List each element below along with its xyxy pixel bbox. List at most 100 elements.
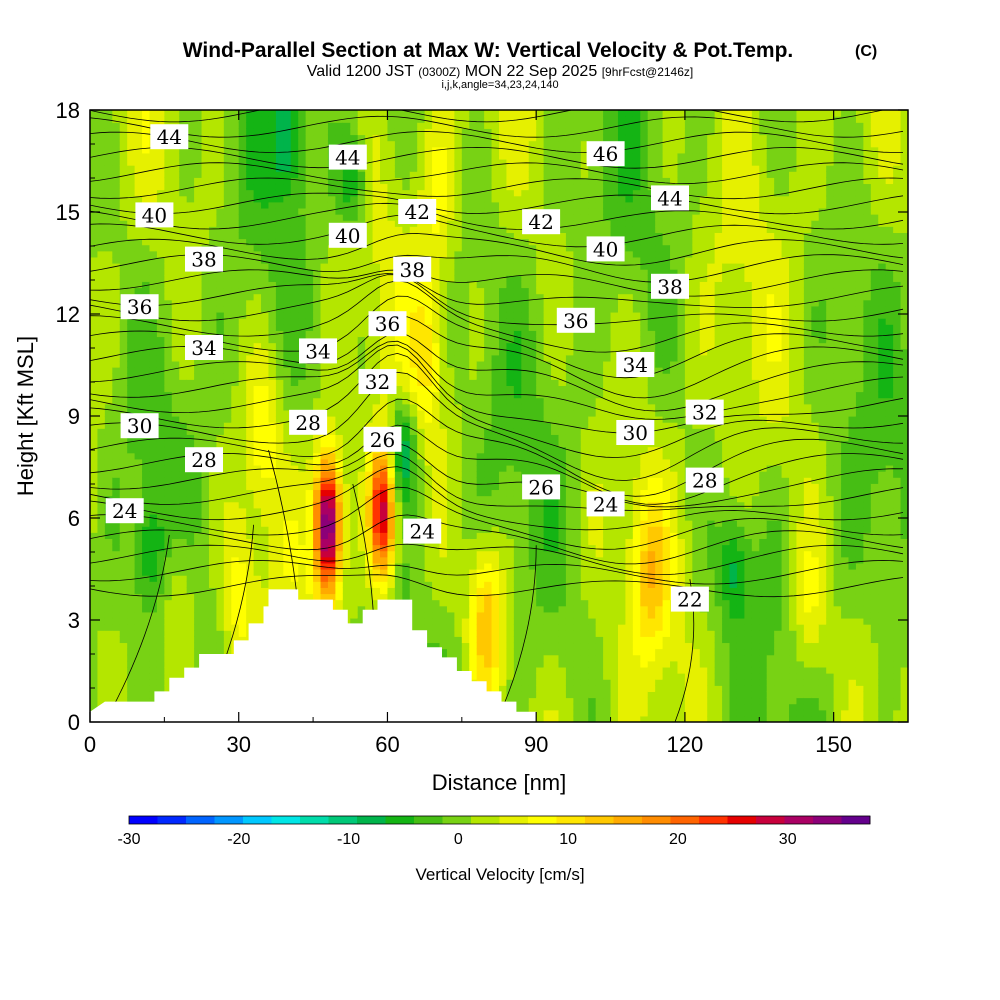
velocity-cell bbox=[387, 593, 396, 601]
velocity-cell bbox=[179, 544, 188, 552]
velocity-cell bbox=[454, 666, 463, 674]
velocity-cell bbox=[327, 513, 336, 521]
velocity-cell bbox=[112, 201, 121, 209]
velocity-cell bbox=[112, 428, 121, 435]
velocity-cell bbox=[283, 214, 292, 221]
velocity-cell bbox=[208, 171, 218, 178]
velocity-cell bbox=[223, 165, 232, 172]
velocity-cell bbox=[127, 220, 136, 227]
velocity-cell bbox=[409, 409, 418, 417]
velocity-cell bbox=[134, 146, 143, 154]
velocity-cell bbox=[253, 409, 262, 417]
velocity-cell bbox=[305, 318, 314, 325]
velocity-cell bbox=[104, 244, 113, 252]
velocity-cell bbox=[365, 189, 374, 197]
velocity-cell bbox=[104, 660, 113, 668]
velocity-cell bbox=[365, 263, 374, 270]
velocity-cell bbox=[298, 458, 307, 466]
velocity-cell bbox=[127, 318, 136, 325]
velocity-cell bbox=[246, 428, 255, 435]
velocity-cell bbox=[253, 342, 262, 350]
velocity-cell bbox=[387, 305, 396, 313]
velocity-cell bbox=[149, 440, 158, 448]
subtitle-utc: (0300Z) bbox=[418, 65, 460, 79]
velocity-cell bbox=[253, 110, 262, 117]
velocity-cell bbox=[320, 532, 329, 539]
velocity-cell bbox=[171, 464, 180, 472]
velocity-cell bbox=[372, 489, 381, 497]
velocity-cell bbox=[149, 281, 158, 289]
velocity-cell bbox=[134, 397, 143, 405]
velocity-cell bbox=[90, 458, 99, 466]
velocity-cell bbox=[171, 654, 180, 662]
velocity-cell bbox=[327, 379, 336, 386]
velocity-cell bbox=[275, 526, 284, 533]
velocity-cell bbox=[171, 232, 180, 240]
velocity-cell bbox=[380, 263, 389, 270]
velocity-cell bbox=[357, 324, 366, 331]
velocity-cell bbox=[156, 501, 165, 509]
velocity-cell bbox=[231, 593, 240, 601]
velocity-cell bbox=[171, 434, 180, 442]
velocity-cell bbox=[335, 330, 344, 338]
velocity-cell bbox=[90, 440, 99, 448]
velocity-cell bbox=[335, 562, 344, 570]
velocity-cell bbox=[216, 214, 225, 221]
velocity-cell bbox=[268, 471, 277, 478]
velocity-cell bbox=[439, 336, 448, 344]
velocity-cell bbox=[238, 385, 247, 393]
velocity-cell bbox=[253, 575, 262, 582]
velocity-cell bbox=[327, 128, 336, 136]
velocity-cell bbox=[90, 146, 99, 154]
velocity-cell bbox=[164, 513, 173, 521]
velocity-cell bbox=[231, 446, 240, 454]
velocity-cell bbox=[357, 556, 366, 564]
velocity-cell bbox=[313, 311, 322, 319]
velocity-cell bbox=[223, 446, 232, 454]
velocity-cell bbox=[164, 636, 173, 644]
velocity-cell bbox=[186, 360, 195, 368]
velocity-cell bbox=[290, 581, 299, 588]
velocity-cell bbox=[208, 428, 218, 435]
velocity-cell bbox=[261, 140, 270, 148]
velocity-cell bbox=[186, 532, 195, 539]
velocity-cell bbox=[335, 318, 344, 325]
velocity-cell bbox=[298, 532, 307, 539]
velocity-cell bbox=[194, 220, 203, 227]
velocity-cell bbox=[283, 244, 292, 252]
velocity-cell bbox=[194, 146, 203, 154]
velocity-cell bbox=[446, 171, 455, 178]
velocity-cell bbox=[231, 489, 240, 497]
velocity-cell bbox=[313, 305, 322, 313]
velocity-cell bbox=[253, 318, 262, 325]
velocity-cell bbox=[290, 379, 299, 386]
velocity-cell bbox=[231, 348, 240, 356]
velocity-cell bbox=[268, 556, 277, 564]
velocity-cell bbox=[275, 538, 284, 546]
velocity-cell bbox=[231, 397, 240, 405]
velocity-cell bbox=[417, 495, 426, 503]
velocity-cell bbox=[335, 281, 344, 289]
velocity-cell bbox=[90, 550, 99, 558]
velocity-cell bbox=[208, 636, 218, 644]
velocity-cell bbox=[380, 269, 389, 276]
velocity-cell bbox=[97, 128, 106, 136]
velocity-cell bbox=[119, 385, 128, 393]
velocity-cell bbox=[208, 201, 218, 209]
velocity-cell bbox=[149, 287, 158, 295]
velocity-cell bbox=[402, 367, 411, 374]
velocity-cell bbox=[179, 342, 188, 350]
velocity-cell bbox=[357, 207, 366, 215]
velocity-cell bbox=[104, 146, 113, 154]
velocity-cell bbox=[342, 318, 351, 325]
velocity-cell bbox=[142, 648, 151, 656]
velocity-cell bbox=[283, 379, 292, 386]
velocity-cell bbox=[350, 263, 359, 270]
velocity-cell bbox=[350, 489, 359, 497]
velocity-cell bbox=[439, 128, 448, 136]
velocity-cell bbox=[320, 397, 329, 405]
velocity-cell bbox=[365, 489, 374, 497]
velocity-cell bbox=[432, 471, 441, 478]
velocity-cell bbox=[179, 220, 188, 227]
velocity-cell bbox=[290, 134, 299, 142]
